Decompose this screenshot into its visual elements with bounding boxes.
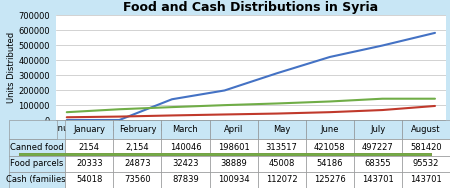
Title: Food and Cash Distributions in Syria: Food and Cash Distributions in Syria — [123, 1, 378, 14]
Y-axis label: Units Distributed: Units Distributed — [7, 32, 16, 103]
